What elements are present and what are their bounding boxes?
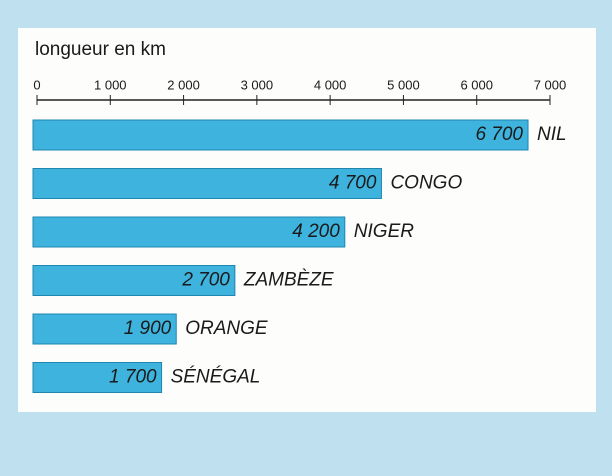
category-label: SÉNÉGAL xyxy=(171,367,261,388)
value-label: 4 700 xyxy=(329,173,377,194)
value-label: 4 200 xyxy=(292,221,340,242)
category-label: CONGO xyxy=(390,173,462,194)
x-tick-label: 6 000 xyxy=(460,77,493,92)
value-label: 1 900 xyxy=(124,318,172,339)
bar xyxy=(32,119,529,151)
x-tick-label: 5 000 xyxy=(387,77,420,92)
value-label: 6 700 xyxy=(475,124,523,145)
bar xyxy=(32,313,177,345)
category-label: ZAMBÈZE xyxy=(243,270,334,291)
category-label: NIGER xyxy=(354,221,414,242)
bar xyxy=(32,362,163,393)
value-label: 1 700 xyxy=(109,367,157,388)
x-tick-label: 0 xyxy=(33,77,40,92)
x-tick-label: 7 000 xyxy=(534,77,567,92)
x-tick-label: 4 000 xyxy=(314,77,347,92)
x-tick-label: 1 000 xyxy=(94,77,127,92)
x-tick-label: 3 000 xyxy=(241,77,274,92)
bar xyxy=(32,216,346,248)
bar xyxy=(32,265,236,296)
value-label: 2 700 xyxy=(181,270,230,291)
category-label: NIL xyxy=(537,124,567,145)
bar xyxy=(32,168,382,199)
x-tick-label: 2 000 xyxy=(167,77,200,92)
category-label: ORANGE xyxy=(185,318,268,339)
axis-label: longueur en km xyxy=(35,39,166,60)
